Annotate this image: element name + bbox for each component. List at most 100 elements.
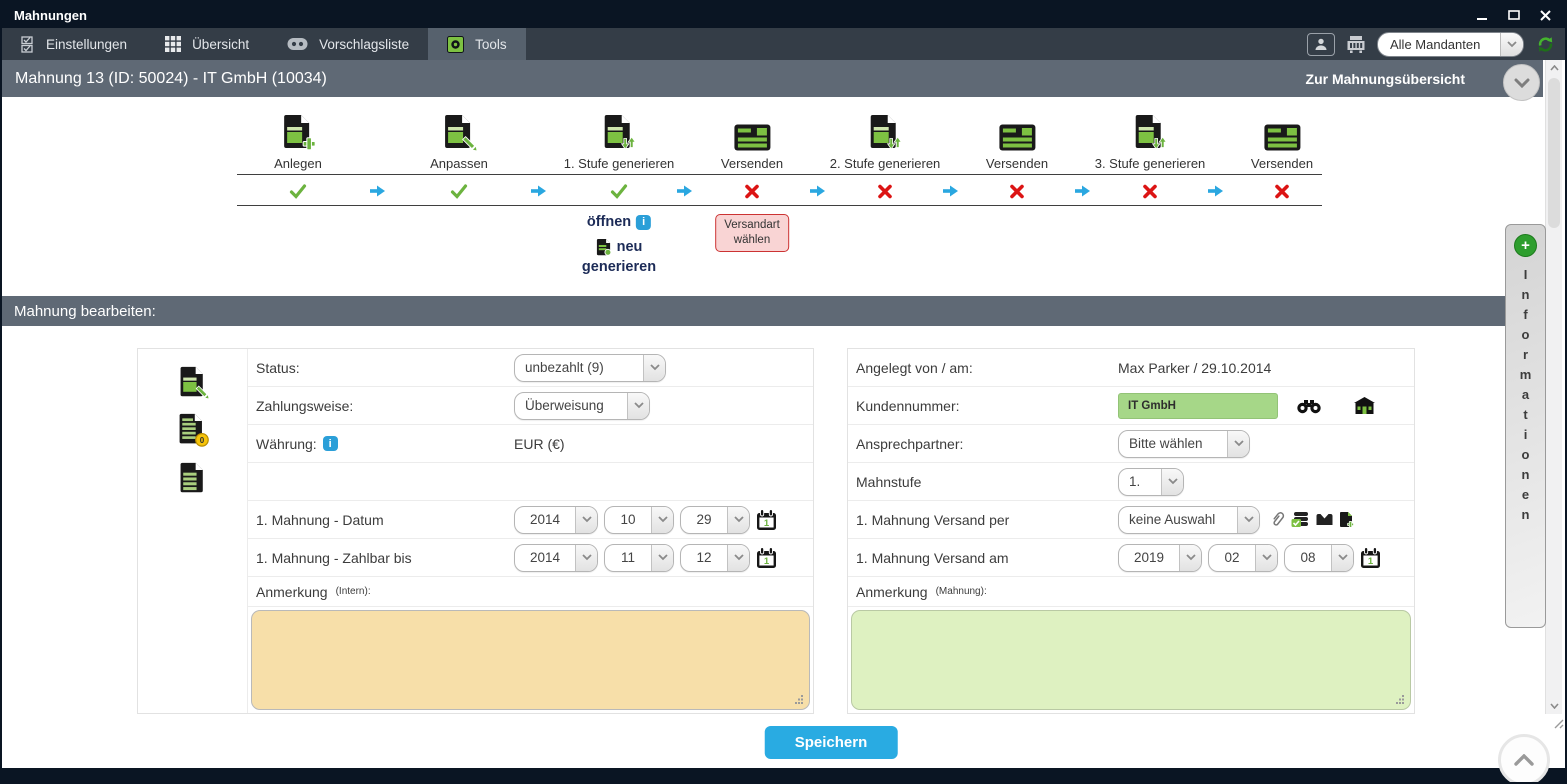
flow-arrow-icon [531,178,547,204]
flow-arrow-icon [810,178,826,204]
status-cross-icon [878,178,893,204]
chevron-down-icon [575,544,597,571]
date-year-select[interactable]: 2014 [514,505,598,534]
workflow-step-label: 1. Stufe generieren [563,156,675,171]
sent-day-select[interactable]: 08 [1284,543,1354,572]
internal-note-textarea[interactable] [251,610,810,710]
regenerate-label-line1: neu [616,239,643,255]
document-zero-count-icon[interactable]: 0 [176,412,210,448]
document-add-small-icon[interactable] [1339,511,1354,528]
tab-vorschlagsliste[interactable]: Vorschlagsliste [268,28,428,60]
scroll-to-top-button[interactable] [1498,734,1550,782]
scrollbar-thumb[interactable] [1548,78,1560,228]
workflow-divider-top [237,174,1322,175]
dispatch-label-line1: Versandart [724,219,780,231]
reminder-note-textarea[interactable] [851,610,1411,710]
maximize-icon[interactable] [1508,9,1520,21]
info-icon[interactable]: i [322,436,338,451]
edit-section-bar: Mahnung bearbeiten: [2,296,1543,326]
resize-grip-icon[interactable] [1396,695,1405,704]
open-document-action[interactable]: öffnen i [587,214,652,230]
flow-arrow-icon [1075,178,1091,204]
document-edit-icon[interactable] [177,365,209,399]
tab-label: Einstellungen [46,36,128,52]
date-day-select[interactable]: 29 [680,505,750,534]
chevron-down-icon [1179,544,1201,571]
date-day-value: 29 [696,512,712,527]
tab-tools[interactable]: Tools [428,28,526,60]
created-by-value: Max Parker / 29.10.2014 [1118,359,1272,376]
contact-person-label: Ansprechpartner: [856,435,964,452]
user-button[interactable] [1307,32,1335,56]
sent-year-select[interactable]: 2019 [1118,543,1202,572]
scroll-up-arrow[interactable] [1546,60,1562,76]
reminder-note-label: Anmerkung [856,583,928,600]
client-filter-select[interactable]: Alle Mandanten [1377,31,1524,57]
resize-grip-icon[interactable] [795,695,804,704]
workflow-step-label: 2. Stufe generieren [829,156,941,171]
date-month-select[interactable]: 10 [604,505,674,534]
calendar-icon[interactable]: 1 [756,546,777,569]
customer-number-input[interactable]: IT GmbH [1118,392,1278,419]
envelope-small-icon[interactable] [1316,514,1333,525]
workflow-step-versenden3: Versenden [1251,109,1313,171]
choose-dispatch-button[interactable]: Versandart wählen [715,214,789,252]
company-icon[interactable] [1354,397,1375,414]
minimize-icon[interactable] [1477,10,1488,21]
due-day-select[interactable]: 12 [680,543,750,572]
information-panel[interactable]: + Informationen [1505,224,1546,628]
save-button[interactable]: Speichern [764,726,898,759]
collapse-header-button[interactable] [1503,64,1540,101]
reminder-level-select[interactable]: 1. [1118,467,1184,496]
building-icon[interactable] [1347,35,1365,53]
internal-note-sublabel: (Intern): [335,586,371,597]
tab-einstellungen[interactable]: Einstellungen [2,28,146,60]
regenerate-action[interactable]: neu [596,238,643,256]
internal-note-label-row: Anmerkung (Intern): [248,577,813,607]
created-by-row: Angelegt von / am: Max Parker / 29.10.20… [848,349,1414,387]
workflow-step-label: Anlegen [274,156,322,171]
expand-plus-icon[interactable]: + [1514,234,1537,257]
reminder-due-label: 1. Mahnung - Zahlbar bis [256,549,412,566]
sent-per-select[interactable]: keine Auswahl [1118,505,1260,534]
status-cross-icon [1010,178,1025,204]
sent-per-row: 1. Mahnung Versand per keine Auswahl [848,501,1414,539]
close-icon[interactable] [1540,9,1551,21]
document-edit-icon [444,115,477,151]
back-to-overview-link[interactable]: Zur Mahnungsübersicht [1305,70,1465,87]
currency-row: Währung: i EUR (€) [248,425,813,463]
workflow-step-label: 3. Stufe generieren [1094,156,1206,171]
sent-month-select[interactable]: 02 [1208,543,1278,572]
due-year-select[interactable]: 2014 [514,543,598,572]
document-add-icon [284,115,316,151]
sent-on-label: 1. Mahnung Versand am [856,549,1009,566]
refresh-icon[interactable] [1536,35,1555,54]
first-reminder-due-row: 1. Mahnung - Zahlbar bis 2014 11 12 1 [248,539,813,577]
workflow-step-anlegen: Anlegen [274,109,322,171]
calendar-icon[interactable]: 1 [756,508,777,531]
window-resize-grip-icon[interactable] [1553,718,1565,730]
calendar-icon[interactable]: 1 [1360,546,1381,569]
scroll-down-arrow[interactable] [1546,698,1562,714]
document-list-icon[interactable] [177,461,209,495]
flow-arrow-icon [1208,178,1224,204]
payment-select[interactable]: Überweisung [514,391,650,420]
envelope-icon [733,124,770,151]
chevron-down-icon [651,506,673,533]
status-select[interactable]: unbezahlt (9) [514,353,666,382]
vertical-scrollbar[interactable] [1545,60,1562,714]
page-title: Mahnung 13 (ID: 50024) - IT GmbH (10034) [15,69,327,87]
due-month-select[interactable]: 11 [604,543,674,572]
binoculars-icon[interactable] [1296,398,1322,414]
paperclip-icon[interactable] [1270,511,1285,528]
bottom-bar [2,768,1565,782]
edit-form-right: Angelegt von / am: Max Parker / 29.10.20… [847,348,1415,714]
info-icon[interactable]: i [636,214,652,230]
tab-uebersicht[interactable]: Übersicht [146,28,268,60]
workflow-step-stufe3: 3. Stufe generieren [1094,109,1206,171]
window-controls [1477,9,1551,21]
contact-person-select[interactable]: Bitte wählen [1118,429,1250,458]
regenerate-action-line2[interactable]: generieren [582,259,656,275]
archive-check-icon[interactable] [1291,511,1310,528]
chevron-up-icon [1514,754,1534,766]
